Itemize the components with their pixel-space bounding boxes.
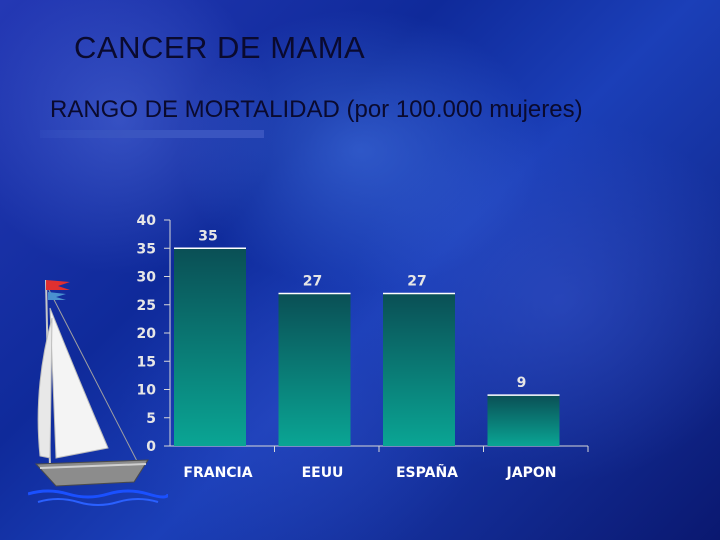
y-tick-label: 20 <box>137 326 157 342</box>
x-category-label: JAPON <box>506 465 557 481</box>
sailboat-illustration <box>28 279 168 506</box>
y-tick-label: 40 <box>137 213 157 229</box>
data-label: 35 <box>198 228 217 244</box>
slide-subtitle: RANGO DE MORTALIDAD (por 100.000 mujeres… <box>50 96 583 123</box>
y-tick-label: 0 <box>146 439 156 455</box>
data-label: 9 <box>517 375 527 391</box>
y-tick-label: 25 <box>137 298 156 314</box>
y-tick-label: 10 <box>137 383 157 399</box>
bar-francia <box>174 248 246 446</box>
y-tick-label: 35 <box>137 241 156 257</box>
y-tick-label: 5 <box>146 411 156 427</box>
bar-japon <box>487 395 560 446</box>
data-label: 27 <box>303 273 322 289</box>
slide-title: CANCER DE MAMA <box>74 30 366 65</box>
bar-españa <box>383 293 455 446</box>
x-category-label: ESPAÑA <box>396 464 458 481</box>
data-label: 27 <box>407 273 426 289</box>
x-category-label: FRANCIA <box>183 465 252 481</box>
x-category-label: EEUU <box>302 465 344 481</box>
y-tick-label: 30 <box>137 270 157 286</box>
y-tick-label: 15 <box>137 354 156 370</box>
bar-eeuu <box>278 293 351 446</box>
subtitle-underline-bar <box>40 130 264 138</box>
